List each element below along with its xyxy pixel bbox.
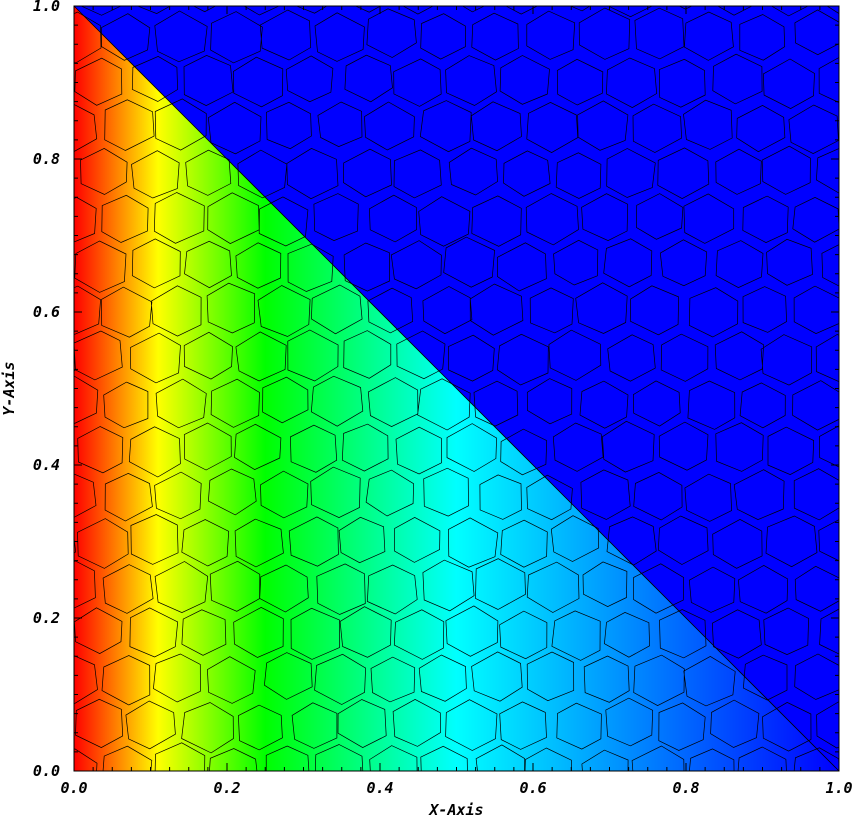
x-axis-tick-labels: 0.0 0.2 0.4 0.6 0.8 1.0 [60, 779, 852, 797]
y-tick-label: 1.0 [33, 0, 60, 15]
y-tick-label: 0.4 [33, 456, 60, 474]
x-tick-label: 0.8 [672, 779, 699, 797]
y-tick-label: 0.0 [33, 762, 60, 780]
y-tick-label: 0.8 [33, 150, 60, 168]
y-tick-label: 0.2 [33, 609, 60, 627]
y-axis-tick-labels: 0.0 0.2 0.4 0.6 0.8 1.0 [33, 0, 60, 780]
y-tick-label: 0.6 [33, 303, 60, 321]
y-axis-ticks [74, 5, 839, 772]
x-tick-label: 0.0 [60, 779, 87, 797]
x-tick-label: 0.2 [213, 779, 240, 797]
y-axis-label: Y-Axis [0, 361, 18, 415]
x-axis-label: X-Axis [427, 801, 483, 819]
x-axis-ticks [73, 6, 840, 771]
boundary-line [73, 5, 840, 772]
x-tick-label: 0.6 [519, 779, 546, 797]
x-tick-label: 1.0 [825, 779, 852, 797]
x-tick-label: 0.4 [366, 779, 393, 797]
